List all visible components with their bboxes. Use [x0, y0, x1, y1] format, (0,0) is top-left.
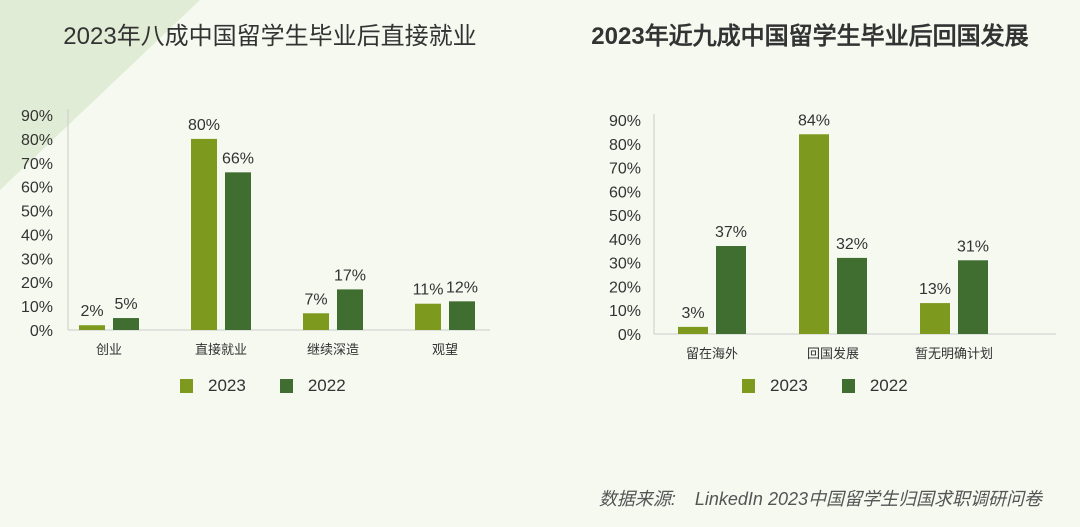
data-source-text: LinkedIn 2023中国留学生归国求职调研问卷 [694, 489, 1042, 509]
legend-label-2022: 2022 [869, 376, 908, 395]
y-tick-label: 0% [618, 327, 641, 344]
legend-item-2023: 2023 [180, 376, 246, 396]
y-tick-label: 80% [609, 137, 641, 154]
y-tick-label: 90% [21, 108, 53, 125]
legend-swatch-2023 [180, 379, 193, 393]
data-label-2023-2: 84% [798, 112, 830, 129]
data-source: 数据来源: LinkedIn 2023中国留学生归国求职调研问卷 [599, 485, 1042, 511]
data-source-label: 数据来源: [598, 489, 676, 509]
bar-2022-1 [113, 318, 139, 330]
y-tick-label: 0% [30, 323, 53, 340]
chart-left: 2023年八成中国留学生毕业后直接就业 0% 10% 20% 30% 40% 50% 60%… [21, 23, 490, 396]
y-tick-label: 10% [21, 299, 53, 316]
chart-title: 2023年近九成中国留学生毕业后回国发展 [591, 23, 1029, 50]
category-label-2: 回国发展 [807, 346, 859, 362]
y-tick-label: 90% [609, 113, 641, 130]
data-label-2023-2: 80% [188, 117, 220, 134]
data-label-2022-2: 66% [222, 150, 254, 167]
bar-2022-4 [449, 301, 475, 330]
data-label-2022-3: 17% [334, 267, 366, 284]
bar-2023-3 [303, 313, 329, 330]
data-label-2023-3: 7% [304, 291, 327, 308]
bar-2022-2 [837, 257, 867, 334]
legend-label-2022: 2022 [307, 376, 346, 395]
bar-2022-2 [225, 172, 251, 330]
y-tick-label: 50% [21, 204, 53, 221]
bar-chart-svg: 0%10%20%30%40%50%60%70%80%90%2% 5%创业80%66… [21, 108, 490, 358]
category-label-4: 观望 [432, 342, 458, 358]
legend: 2023 2022 [180, 376, 380, 396]
bar-2023-2 [191, 138, 217, 330]
y-tick-label: 60% [21, 180, 53, 197]
category-label-1: 创业 [96, 343, 122, 358]
y-tick-label: 20% [609, 279, 641, 296]
data-label-2022-1: 37% [715, 224, 747, 241]
bar-2023-1 [79, 325, 105, 330]
category-label-3: 继续深造 [307, 343, 359, 358]
data-label-2022-3: 31% [957, 238, 989, 255]
legend-item-2023: 2023 [742, 376, 808, 396]
category-label-2: 直接就业 [195, 342, 247, 358]
chart-right: 2023年近九成中国留学生毕业后回国发展 0% 10% 20% 30% 40% 50% 60… [540, 0, 1080, 527]
y-tick-label: 70% [21, 156, 53, 173]
legend-swatch-2022 [841, 379, 855, 393]
data-label-2023-3: 13% [919, 281, 951, 298]
data-label-2023-4: 11% [413, 282, 444, 299]
bar-2022-3 [337, 289, 363, 330]
legend-item-2022: 2022 [279, 376, 346, 396]
legend-item-2022: 2022 [841, 376, 908, 396]
bar-chart-svg: 0% 10% 20% 30% 40% 50% 60% 70% 80% 90% 3% 37% 留在海外 84… [609, 112, 1056, 362]
data-label-2022-1: 5% [114, 296, 137, 313]
bar-2023-4 [415, 303, 441, 330]
data-label-2023-1: 3% [681, 305, 704, 322]
legend-swatch-2022 [279, 379, 293, 393]
y-tick-label: 70% [609, 161, 641, 178]
data-label-2023-1: 2% [80, 303, 103, 320]
y-tick-label: 30% [609, 256, 641, 273]
y-tick-label: 60% [609, 184, 641, 201]
y-tick-label: 80% [21, 132, 53, 149]
category-label-3: 暂无明确计划 [915, 347, 993, 362]
y-tick-label: 40% [609, 232, 641, 249]
bar-2023-2 [799, 134, 829, 334]
data-label-2022-2: 32% [836, 236, 868, 253]
category-label-1: 留在海外 [686, 347, 738, 362]
y-tick-label: 10% [609, 303, 641, 320]
y-tick-label: 20% [21, 275, 53, 292]
y-tick-label: 40% [21, 227, 53, 244]
data-label-2022-4: 12% [446, 279, 478, 296]
legend: 2023 2022 [742, 376, 942, 396]
bar-2022-1 [716, 246, 746, 334]
legend-label-2023: 2023 [770, 376, 808, 395]
bar-2022-3 [958, 260, 988, 334]
bar-2023-3 [920, 303, 950, 334]
legend-label-2023: 2023 [208, 376, 246, 395]
corner-decoration [0, 0, 200, 190]
legend-swatch-2023 [742, 379, 755, 393]
y-tick-label: 50% [609, 208, 641, 225]
bar-2023-1 [678, 326, 708, 334]
chart-title: 2023年八成中国留学生毕业后直接就业 [63, 23, 477, 50]
y-tick-label: 30% [21, 251, 53, 268]
